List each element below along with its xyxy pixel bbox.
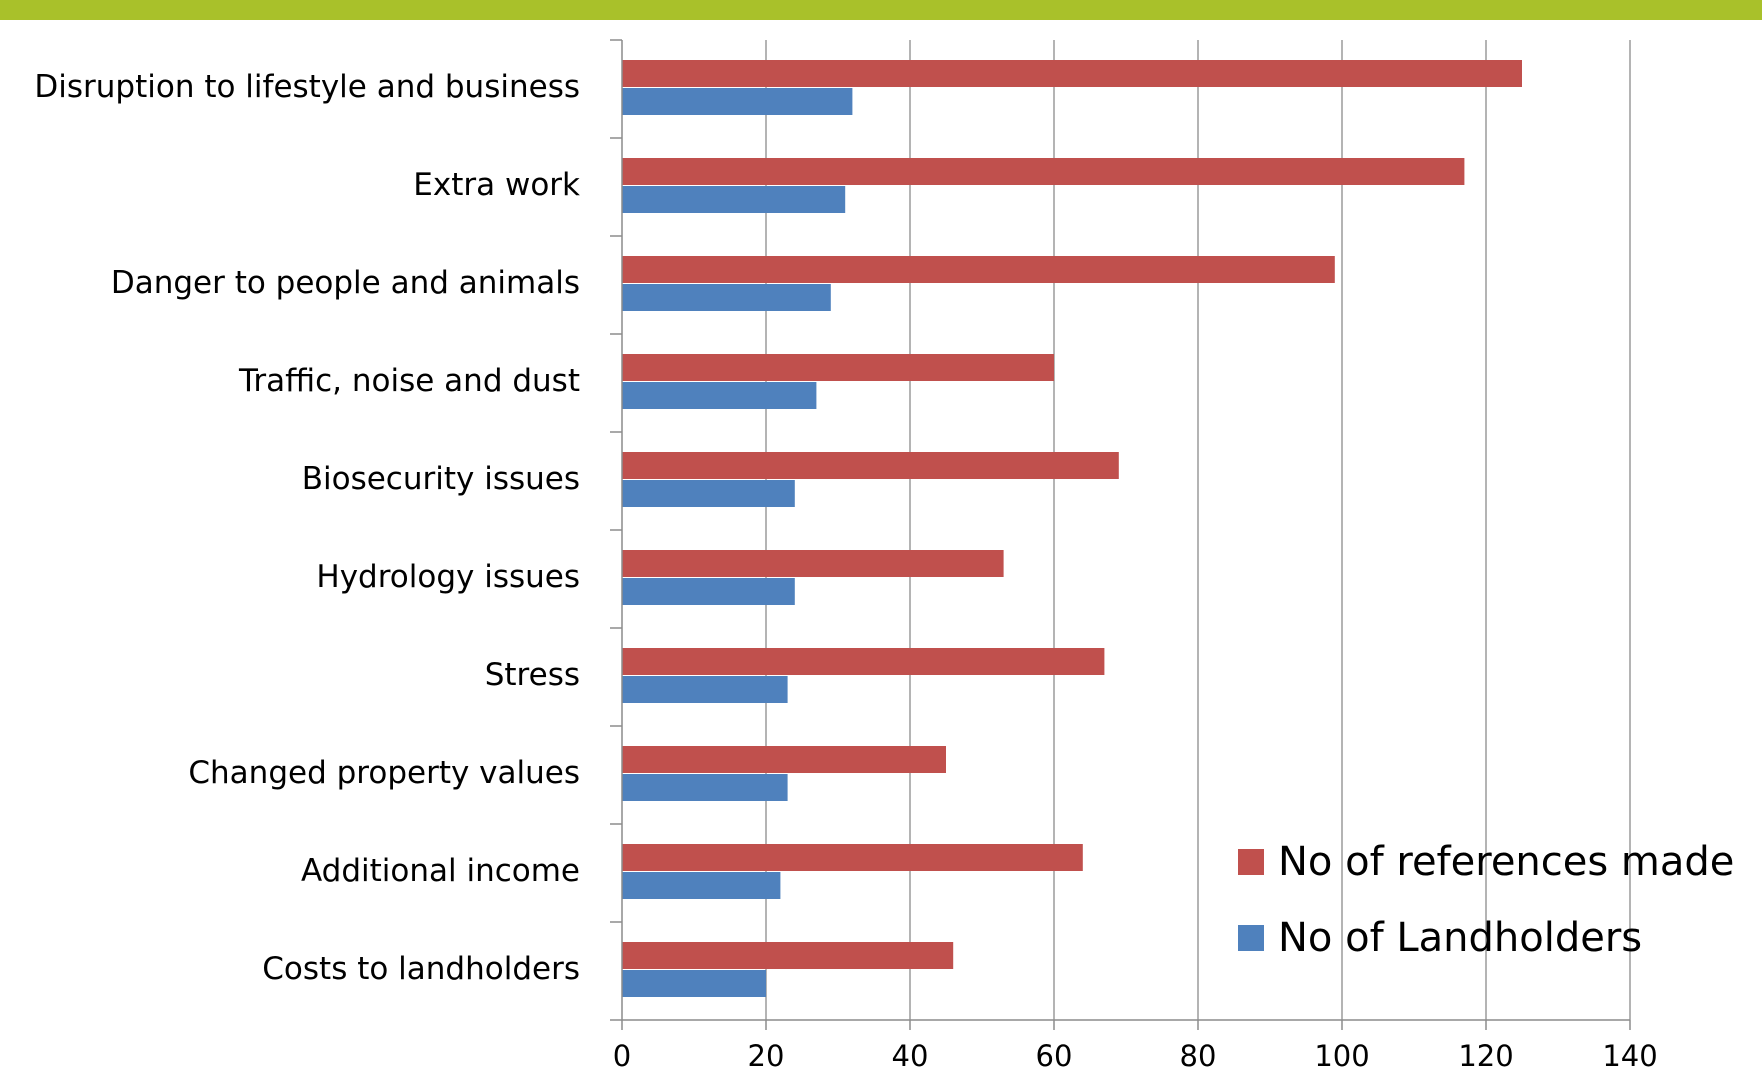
x-tick-label: 100 [1314,1039,1369,1073]
bar-landholders [622,284,831,311]
bar-landholders [622,186,846,213]
legend-label: No of references made [1278,839,1734,885]
bar-references [622,844,1083,871]
category-label: Extra work [413,167,580,203]
legend-swatch [1238,925,1264,951]
bar-references [622,746,946,773]
category-label: Costs to landholders [262,951,580,987]
bar-references [622,942,954,969]
x-tick-label: 0 [613,1039,631,1073]
x-tick-label: 60 [1036,1039,1073,1073]
bar-landholders [622,970,766,997]
bar-landholders [622,480,795,507]
category-labels: Disruption to lifestyle and business Extr… [34,69,580,987]
legend-label: No of Landholders [1278,915,1642,961]
x-tick-label: 40 [892,1039,929,1073]
bar-references [622,452,1119,479]
axes [610,39,1631,1030]
x-tick-label: 140 [1602,1039,1657,1073]
category-label: Changed property values [188,755,580,791]
category-label: Biosecurity issues [302,461,580,497]
bar-references [622,60,1522,87]
bars [622,60,1522,997]
legend: No of references made No of Landholders [1238,839,1734,961]
category-label: Stress [485,657,580,693]
category-label: Traffic, noise and dust [238,363,580,399]
category-label: Danger to people and animals [111,265,580,301]
bar-landholders [622,382,817,409]
bar-references [622,648,1105,675]
x-tick-labels: 0 20 40 60 80 100 120 140 [613,1039,1658,1073]
top-accent-bar [0,0,1762,20]
bar-landholders [622,676,788,703]
bar-references [622,354,1054,381]
bar-landholders [622,578,795,605]
bar-landholders [622,872,781,899]
category-label: Additional income [301,853,580,889]
category-label: Hydrology issues [316,559,580,595]
x-tick-label: 120 [1458,1039,1513,1073]
bar-references [622,550,1004,577]
x-tick-label: 80 [1180,1039,1217,1073]
category-label: Disruption to lifestyle and business [34,69,580,105]
bar-landholders [622,774,788,801]
x-tick-label: 20 [748,1039,785,1073]
bar-landholders [622,88,853,115]
bar-references [622,256,1335,283]
bar-references [622,158,1465,185]
legend-swatch [1238,849,1264,875]
